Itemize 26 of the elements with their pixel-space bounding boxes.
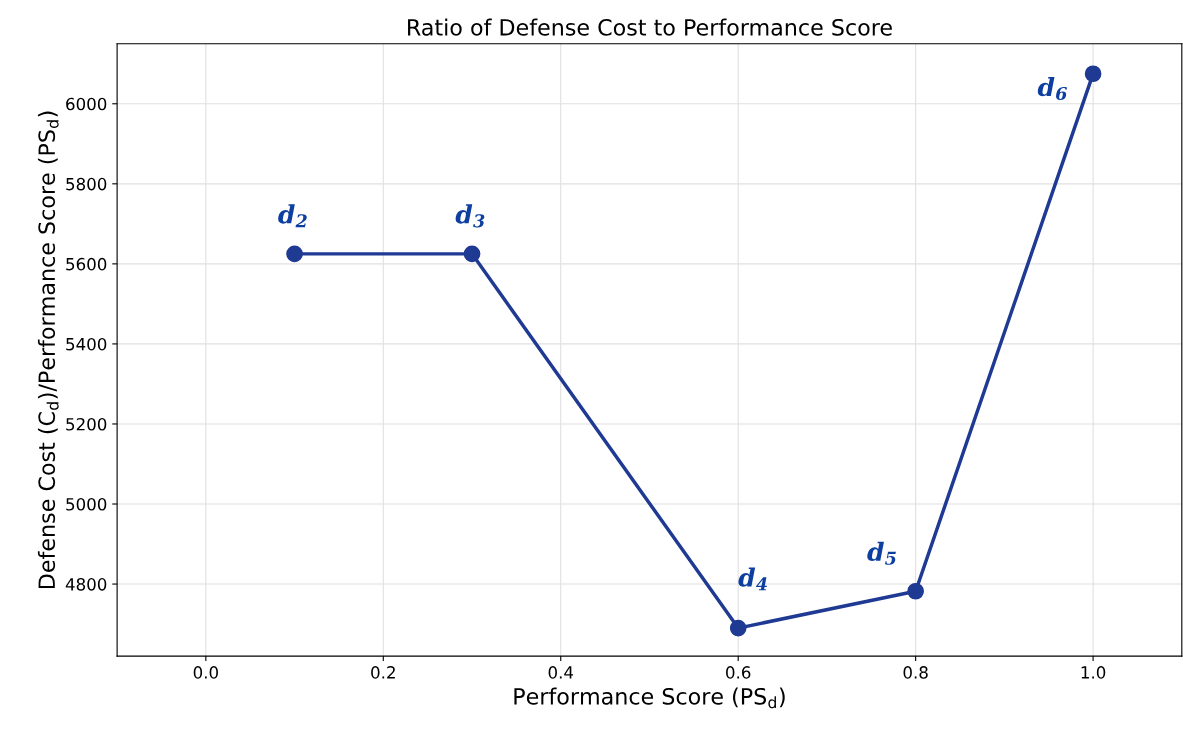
- y-tick-label: 5200: [66, 417, 107, 431]
- point: [907, 582, 924, 600]
- x-tick-label: 0.4: [548, 666, 574, 679]
- x-tick-label: 1.0: [1081, 666, 1106, 679]
- annotation: d$_{5}$: [867, 541, 896, 565]
- point: [1084, 65, 1102, 83]
- x-tick-label: 0.2: [371, 666, 395, 679]
- x-tick-label: 0.8: [903, 666, 928, 679]
- point: [729, 619, 747, 637]
- y-tick-label: 5000: [66, 497, 107, 511]
- x-tick-label: 0.6: [726, 666, 751, 679]
- x-axis-title: Performance Score (PS$_{d}$): [514, 687, 785, 709]
- point: [286, 245, 303, 263]
- y-axis-title: Defense Cost (C$_{d}$)/Performance Score (PS$_{d}$): [37, 111, 59, 589]
- annotation: d$_{3}$: [455, 204, 485, 228]
- y-tick-label: 4800: [65, 578, 107, 591]
- y-tick-label: 5800: [66, 177, 107, 191]
- chart-title: Ratio of Defense Cost to Performance Score: [408, 18, 892, 36]
- annotation: d$_{6}$: [1037, 76, 1067, 101]
- y-tick-label: 5600: [66, 257, 107, 271]
- y-tick-label: 6000: [66, 97, 107, 111]
- point: [463, 245, 481, 263]
- annotation: d$_{2}$: [278, 204, 307, 228]
- y-tick-label: 5400: [66, 337, 107, 351]
- x-tick-label: 0.0: [193, 666, 218, 679]
- annotation: d$_{4}$: [738, 567, 767, 591]
